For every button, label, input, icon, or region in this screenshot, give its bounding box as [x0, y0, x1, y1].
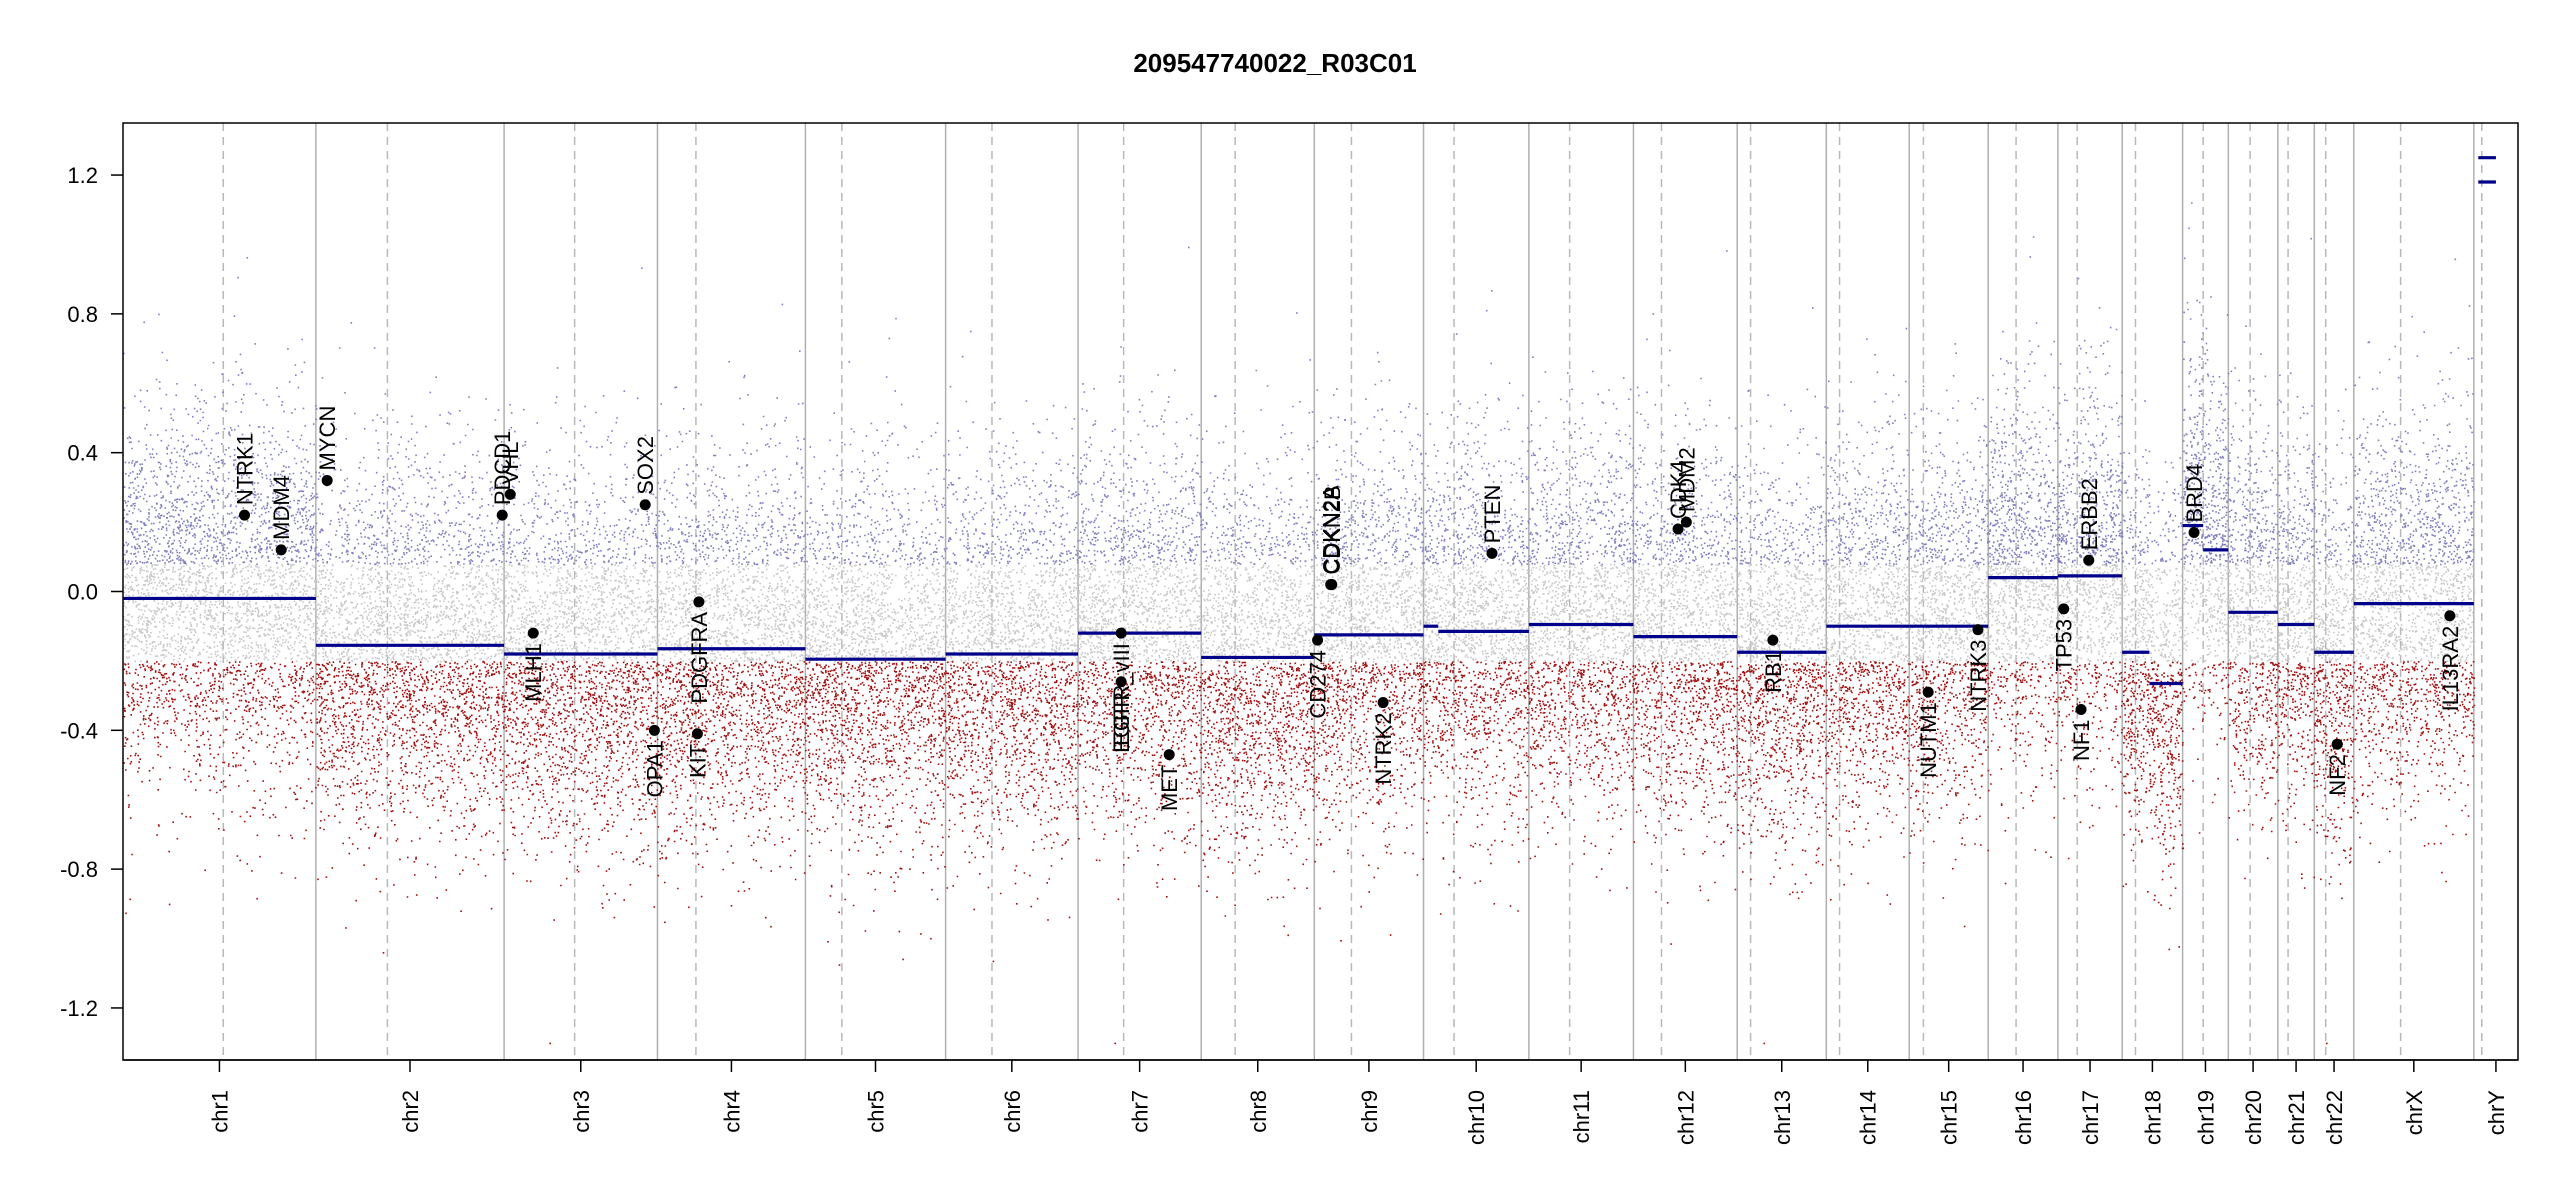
y-tick-label: -0.4 [60, 718, 98, 743]
chromosome-label-chr18: chr18 [2140, 1090, 2165, 1145]
chromosome-label-chr12: chr12 [1673, 1090, 1698, 1145]
gene-point-PDCD1 [496, 509, 508, 521]
chromosome-label-chr7: chr7 [1128, 1090, 1153, 1133]
chromosome-label-chr17: chr17 [2078, 1090, 2103, 1145]
gene-label-CD274: CD274 [1306, 650, 1331, 718]
gene-point-MYCN [321, 474, 333, 486]
segment-lines [123, 156, 2496, 686]
gene-point-ERBB2 [2083, 554, 2095, 566]
gene-point-MDM4 [275, 544, 287, 556]
chromosome-label-chr2: chr2 [398, 1090, 423, 1133]
gene-point-TP53 [2058, 603, 2070, 615]
gene-label-NTRK1: NTRK1 [233, 433, 258, 505]
gene-point-IL13RA2 [2444, 610, 2456, 622]
gene-label-MDM4: MDM4 [269, 475, 294, 540]
y-tick-label: 0.8 [67, 302, 98, 327]
gene-point-BRD4 [2188, 527, 2200, 539]
chromosome-label-chr11: chr11 [1569, 1090, 1594, 1143]
gene-point-SOX2 [639, 499, 651, 511]
gene-point-CD274 [1312, 634, 1324, 646]
gene-point-OPA1 [648, 724, 660, 736]
y-tick-label: -1.2 [60, 996, 98, 1021]
gene-point-PDGFRA [693, 596, 705, 608]
chromosome-label-chr3: chr3 [569, 1090, 594, 1133]
gene-label-KIT: KIT [685, 744, 710, 778]
chromosome-label-chr22: chr22 [2322, 1090, 2347, 1145]
plot-frame [122, 122, 2519, 1061]
gene-label-CDKN2B: CDKN2B [1320, 485, 1345, 574]
chromosome-label-chr13: chr13 [1770, 1090, 1795, 1145]
gene-label-MYCN: MYCN [315, 406, 340, 471]
gene-point-NTRK2 [1377, 697, 1389, 709]
y-tick-label: 1.2 [67, 163, 98, 188]
y-tick-label: -0.8 [60, 857, 98, 882]
gene-point-NTRK3 [1972, 624, 1984, 636]
chromosome-label-chr16: chr16 [2011, 1090, 2036, 1145]
gene-point-CDK4 [1672, 523, 1684, 535]
gene-label-NF1: NF1 [2069, 719, 2094, 761]
gene-point-EGFR [1115, 676, 1127, 688]
gene-point-NF2 [2331, 738, 2343, 750]
gene-point-MET [1163, 749, 1175, 761]
chromosome-label-chr10: chr10 [1464, 1090, 1489, 1145]
gene-label-NUTM1: NUTM1 [1916, 702, 1941, 778]
gene-label-CDKN2A: CDKN2A [1319, 485, 1344, 575]
chromosome-label-chr6: chr6 [1000, 1090, 1025, 1133]
gene-label-PDGFRA: PDGFRA [687, 612, 712, 704]
gene-label-NTRK2: NTRK2 [1371, 713, 1396, 785]
chromosome-label-chr15: chr15 [1937, 1090, 1962, 1145]
gene-point-MDM2 [1680, 516, 1692, 528]
gene-label-OPA1: OPA1 [642, 740, 667, 797]
gene-label-TP53: TP53 [2052, 619, 2077, 672]
probe-points [123, 202, 2476, 1045]
chromosome-label-chrX: chrX [2402, 1090, 2427, 1136]
gene-label-NTRK3: NTRK3 [1966, 640, 1991, 712]
gene-point-PTEN [1486, 547, 1498, 559]
chromosome-label-chr4: chr4 [719, 1090, 744, 1133]
gene-point-CDKN2B [1326, 579, 1338, 591]
gene-point-KIT [691, 728, 703, 740]
chromosome-label-chr8: chr8 [1246, 1090, 1271, 1133]
chromosome-label-chr9: chr9 [1357, 1090, 1382, 1133]
chromosome-label-chr21: chr21 [2284, 1090, 2309, 1145]
gene-label-RB1: RB1 [1761, 650, 1786, 693]
y-tick-label: 0.0 [67, 580, 98, 605]
chromosome-label-chr20: chr20 [2241, 1090, 2266, 1145]
gene-point-VHL [504, 488, 516, 500]
gene-point-MLH1 [527, 627, 539, 639]
chromosome-label-chr14: chr14 [1856, 1090, 1881, 1145]
chromosome-label-chr19: chr19 [2193, 1090, 2218, 1145]
chromosome-label-chrY: chrY [2484, 1090, 2509, 1136]
gene-point-NF1 [2075, 703, 2087, 715]
chart-title: 209547740022_R03C01 [1133, 48, 1416, 78]
axes: -1.2 -0.8 -0.4 0.0 0.4 0.8 1.2 chr1 chr2 chr3 chr4… [60, 122, 2519, 1145]
gene-label-BRD4: BRD4 [2182, 464, 2207, 523]
chromosome-label-chr5: chr5 [864, 1090, 889, 1133]
gene-point-EGFR_vIII [1115, 627, 1127, 639]
gene-point-NUTM1 [1922, 686, 1934, 698]
gene-label-IL13RA2: IL13RA2 [2438, 626, 2463, 712]
gene-label-ERBB2: ERBB2 [2077, 478, 2102, 550]
chromosome-label-chr1: chr1 [207, 1090, 232, 1133]
gene-label-MDM2: MDM2 [1674, 447, 1699, 512]
probes-neutral [123, 563, 2476, 663]
gene-label-EGFR: EGFR [1109, 692, 1134, 753]
gene-label-PTEN: PTEN [1480, 485, 1505, 544]
y-tick-label: 0.4 [67, 441, 98, 466]
chromosome-boundaries [222, 123, 2483, 1060]
gene-label-MET: MET [1157, 765, 1182, 811]
gene-label-SOX2: SOX2 [633, 436, 658, 495]
gene-label-EGFR_vIII: EGFR_vIII [1109, 643, 1134, 746]
gene-label-CDK4: CDK4 [1666, 460, 1691, 519]
gene-label-VHL: VHL [498, 442, 523, 485]
gene-label-MLH1: MLH1 [521, 643, 546, 702]
gene-label-NF2: NF2 [2325, 754, 2350, 796]
gene-point-NTRK1 [239, 509, 251, 521]
gene-point-RB1 [1767, 634, 1779, 646]
